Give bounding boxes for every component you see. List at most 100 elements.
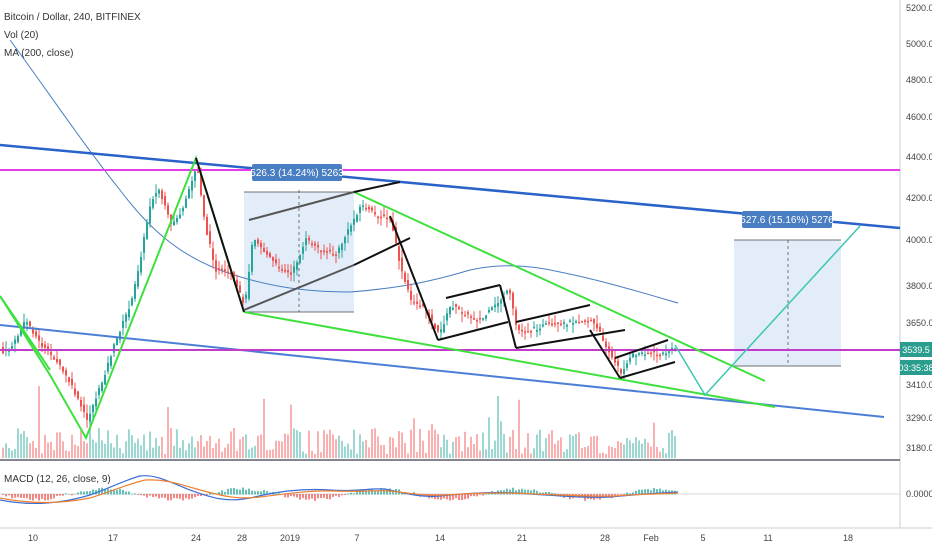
wedge-upper[interactable] bbox=[353, 191, 766, 382]
volume-bar bbox=[659, 451, 661, 458]
volume-bar bbox=[89, 428, 91, 458]
channel-1-lower[interactable] bbox=[243, 264, 355, 311]
channel-4-lower[interactable] bbox=[619, 361, 676, 379]
volume-bar bbox=[587, 446, 589, 458]
volume-bar bbox=[155, 438, 157, 458]
macd-hist-bar bbox=[374, 490, 376, 495]
candle-body bbox=[332, 253, 334, 256]
channel-1-upper-ext[interactable] bbox=[353, 181, 401, 193]
channel-2-lower[interactable] bbox=[437, 321, 509, 341]
volume-bar bbox=[374, 428, 376, 458]
macd-hist-bar bbox=[266, 490, 268, 495]
ma-200-line bbox=[9, 39, 679, 304]
candle-body bbox=[551, 323, 553, 326]
candle-body bbox=[665, 353, 667, 356]
ma-legend[interactable]: MA (200, close) bbox=[4, 48, 73, 59]
macd-hist-bar bbox=[35, 494, 37, 499]
symbol-title[interactable]: Bitcoin / Dollar, 240, BITFINEX bbox=[4, 12, 141, 23]
volume-bar bbox=[329, 429, 331, 458]
volume-bar bbox=[572, 435, 574, 458]
macd-hist-bar bbox=[521, 488, 523, 495]
candle-body bbox=[155, 193, 157, 197]
macd-hist-bar bbox=[191, 494, 193, 499]
volume-bar bbox=[422, 440, 424, 458]
candle-body bbox=[194, 171, 196, 181]
candle-body bbox=[668, 351, 670, 353]
candle-body bbox=[470, 316, 472, 318]
volume-bar bbox=[569, 434, 571, 458]
candle-body bbox=[386, 217, 388, 220]
candle-body bbox=[74, 388, 76, 395]
macd-hist-bar bbox=[185, 494, 187, 499]
macd-hist-bar bbox=[494, 493, 496, 495]
channel-3-lower[interactable] bbox=[515, 329, 626, 349]
macd-hist-bar bbox=[221, 490, 223, 495]
candle-body bbox=[401, 257, 403, 272]
macd-hist-bar bbox=[41, 494, 43, 499]
time-tick-label: 7 bbox=[354, 533, 359, 543]
candle-body bbox=[662, 352, 664, 355]
volume-legend[interactable]: Vol (20) bbox=[4, 30, 38, 41]
volume-bar bbox=[389, 436, 391, 458]
candle-body bbox=[263, 248, 265, 252]
candle-body bbox=[587, 320, 589, 323]
zigzag-wave-start[interactable] bbox=[0, 295, 51, 371]
macd-hist-bar bbox=[56, 494, 58, 496]
decline-leg-1[interactable] bbox=[195, 157, 245, 313]
candle-body bbox=[11, 346, 13, 349]
volume-bar bbox=[197, 441, 199, 458]
macd-hist-bar bbox=[176, 494, 178, 499]
macd-hist-bar bbox=[17, 494, 19, 498]
candle-body bbox=[260, 242, 262, 248]
price-pane[interactable] bbox=[0, 0, 900, 460]
volume-bar bbox=[56, 432, 58, 458]
candle-body bbox=[197, 171, 199, 173]
channel-1-upper[interactable] bbox=[248, 191, 355, 221]
candle-body bbox=[623, 369, 625, 374]
candle-body bbox=[482, 317, 484, 320]
volume-bar bbox=[8, 447, 10, 458]
volume-bar bbox=[410, 429, 412, 458]
lower-trendline[interactable] bbox=[0, 324, 885, 418]
volume-bar bbox=[110, 443, 112, 458]
channel-1-lower-ext[interactable] bbox=[353, 237, 411, 266]
channel-2-upper[interactable] bbox=[445, 284, 501, 299]
volume-bar bbox=[20, 433, 22, 458]
decline-leg-3[interactable] bbox=[499, 284, 517, 349]
candle-body bbox=[212, 248, 214, 260]
candle-body bbox=[281, 269, 283, 271]
candle-body bbox=[143, 236, 145, 253]
decline-leg-2[interactable] bbox=[389, 215, 439, 341]
candle-body bbox=[110, 356, 112, 366]
candle-body bbox=[125, 314, 127, 322]
measure-box-2[interactable] bbox=[734, 240, 841, 366]
wedge-lower[interactable] bbox=[243, 311, 776, 408]
candle-body bbox=[20, 329, 22, 336]
macd-hist-bar bbox=[290, 494, 292, 496]
volume-bar bbox=[461, 451, 463, 458]
macd-hist-bar bbox=[224, 491, 226, 495]
macd-hist-bar bbox=[2, 494, 4, 495]
candle-body bbox=[92, 404, 94, 413]
candle-body bbox=[641, 352, 643, 354]
candle-body bbox=[440, 329, 442, 333]
volume-bar bbox=[68, 451, 70, 458]
channel-4-upper[interactable] bbox=[614, 339, 669, 359]
candle-body bbox=[467, 312, 469, 315]
candle-body bbox=[416, 301, 418, 304]
candle-body bbox=[500, 299, 502, 304]
channel-3-upper[interactable] bbox=[515, 304, 591, 323]
projection-path[interactable] bbox=[674, 225, 861, 397]
volume-bar bbox=[209, 435, 211, 458]
macd-legend[interactable]: MACD (12, 26, close, 9) bbox=[4, 474, 111, 485]
decline-leg-4[interactable] bbox=[589, 329, 621, 379]
price-tick-label: 3410.0 bbox=[906, 380, 932, 390]
volume-bar bbox=[371, 429, 373, 458]
macd-hist-bar bbox=[518, 489, 520, 495]
volume-bar bbox=[11, 450, 13, 458]
candle-body bbox=[344, 237, 346, 244]
candle-body bbox=[98, 388, 100, 395]
volume-bar bbox=[65, 450, 67, 458]
